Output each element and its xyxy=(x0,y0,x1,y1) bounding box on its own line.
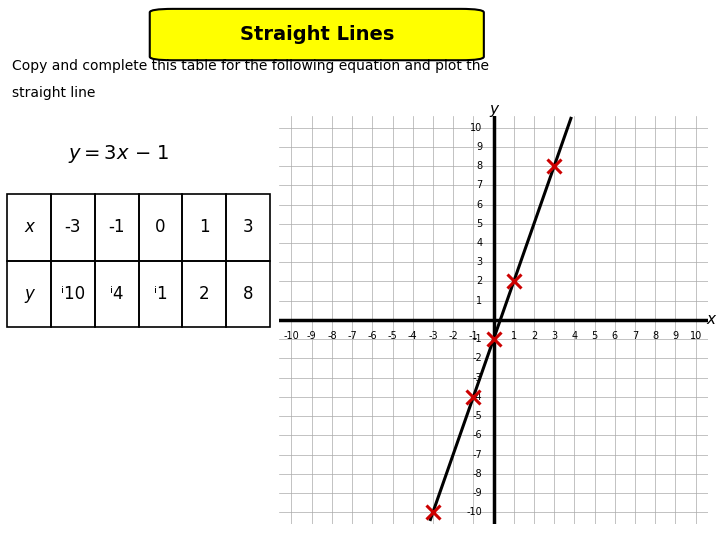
Text: -1: -1 xyxy=(469,330,478,341)
Text: -8: -8 xyxy=(473,469,482,479)
Text: 10: 10 xyxy=(690,330,702,341)
Text: -2: -2 xyxy=(473,353,482,363)
Text: 2: 2 xyxy=(199,285,210,302)
Text: 3: 3 xyxy=(477,257,482,267)
Text: -1: -1 xyxy=(109,219,125,237)
Text: 1: 1 xyxy=(510,330,517,341)
Text: 2: 2 xyxy=(531,330,537,341)
Text: 8: 8 xyxy=(652,330,658,341)
Text: -4: -4 xyxy=(408,330,418,341)
Text: -5: -5 xyxy=(387,330,397,341)
Text: -3: -3 xyxy=(428,330,438,341)
Text: 8: 8 xyxy=(477,161,482,171)
Text: 1: 1 xyxy=(199,219,210,237)
Text: -8: -8 xyxy=(327,330,337,341)
Text: 2: 2 xyxy=(476,276,482,287)
Text: 4: 4 xyxy=(477,238,482,248)
Text: -1: -1 xyxy=(473,334,482,344)
Text: 10: 10 xyxy=(470,123,482,133)
Text: y: y xyxy=(24,285,34,302)
Text: ⁱ1: ⁱ1 xyxy=(153,285,167,302)
Text: y: y xyxy=(489,102,498,117)
Text: -7: -7 xyxy=(347,330,357,341)
Text: -3: -3 xyxy=(65,219,81,237)
Text: -3: -3 xyxy=(473,373,482,383)
Text: -2: -2 xyxy=(449,330,458,341)
Text: 5: 5 xyxy=(591,330,598,341)
Text: 6: 6 xyxy=(477,200,482,210)
Text: 9: 9 xyxy=(672,330,678,341)
FancyBboxPatch shape xyxy=(150,9,484,60)
Text: -5: -5 xyxy=(473,411,482,421)
Text: 7: 7 xyxy=(476,180,482,190)
Text: ⁱ10: ⁱ10 xyxy=(60,285,85,302)
Text: Copy and complete this table for the following equation and plot the: Copy and complete this table for the fol… xyxy=(12,59,489,73)
Text: 7: 7 xyxy=(632,330,638,341)
Text: -6: -6 xyxy=(473,430,482,440)
Text: 8: 8 xyxy=(243,285,253,302)
Text: -7: -7 xyxy=(473,450,482,460)
Text: 0: 0 xyxy=(156,219,166,237)
Text: $y = 3x$ $-$ $1$: $y = 3x$ $-$ $1$ xyxy=(68,143,170,165)
Text: straight line: straight line xyxy=(12,86,95,100)
Text: Straight Lines: Straight Lines xyxy=(240,25,394,44)
Text: x: x xyxy=(707,313,716,327)
Text: 5: 5 xyxy=(476,219,482,229)
Text: -10: -10 xyxy=(284,330,300,341)
Text: 6: 6 xyxy=(612,330,618,341)
Text: 3: 3 xyxy=(243,219,253,237)
Text: -6: -6 xyxy=(367,330,377,341)
Text: 3: 3 xyxy=(551,330,557,341)
Text: x: x xyxy=(24,219,34,237)
Text: 9: 9 xyxy=(477,142,482,152)
Text: ⁱ4: ⁱ4 xyxy=(110,285,123,302)
Text: 1: 1 xyxy=(477,296,482,306)
Text: -4: -4 xyxy=(473,392,482,402)
Text: -9: -9 xyxy=(307,330,317,341)
Text: 4: 4 xyxy=(572,330,577,341)
Text: -9: -9 xyxy=(473,488,482,498)
Text: -10: -10 xyxy=(467,507,482,517)
